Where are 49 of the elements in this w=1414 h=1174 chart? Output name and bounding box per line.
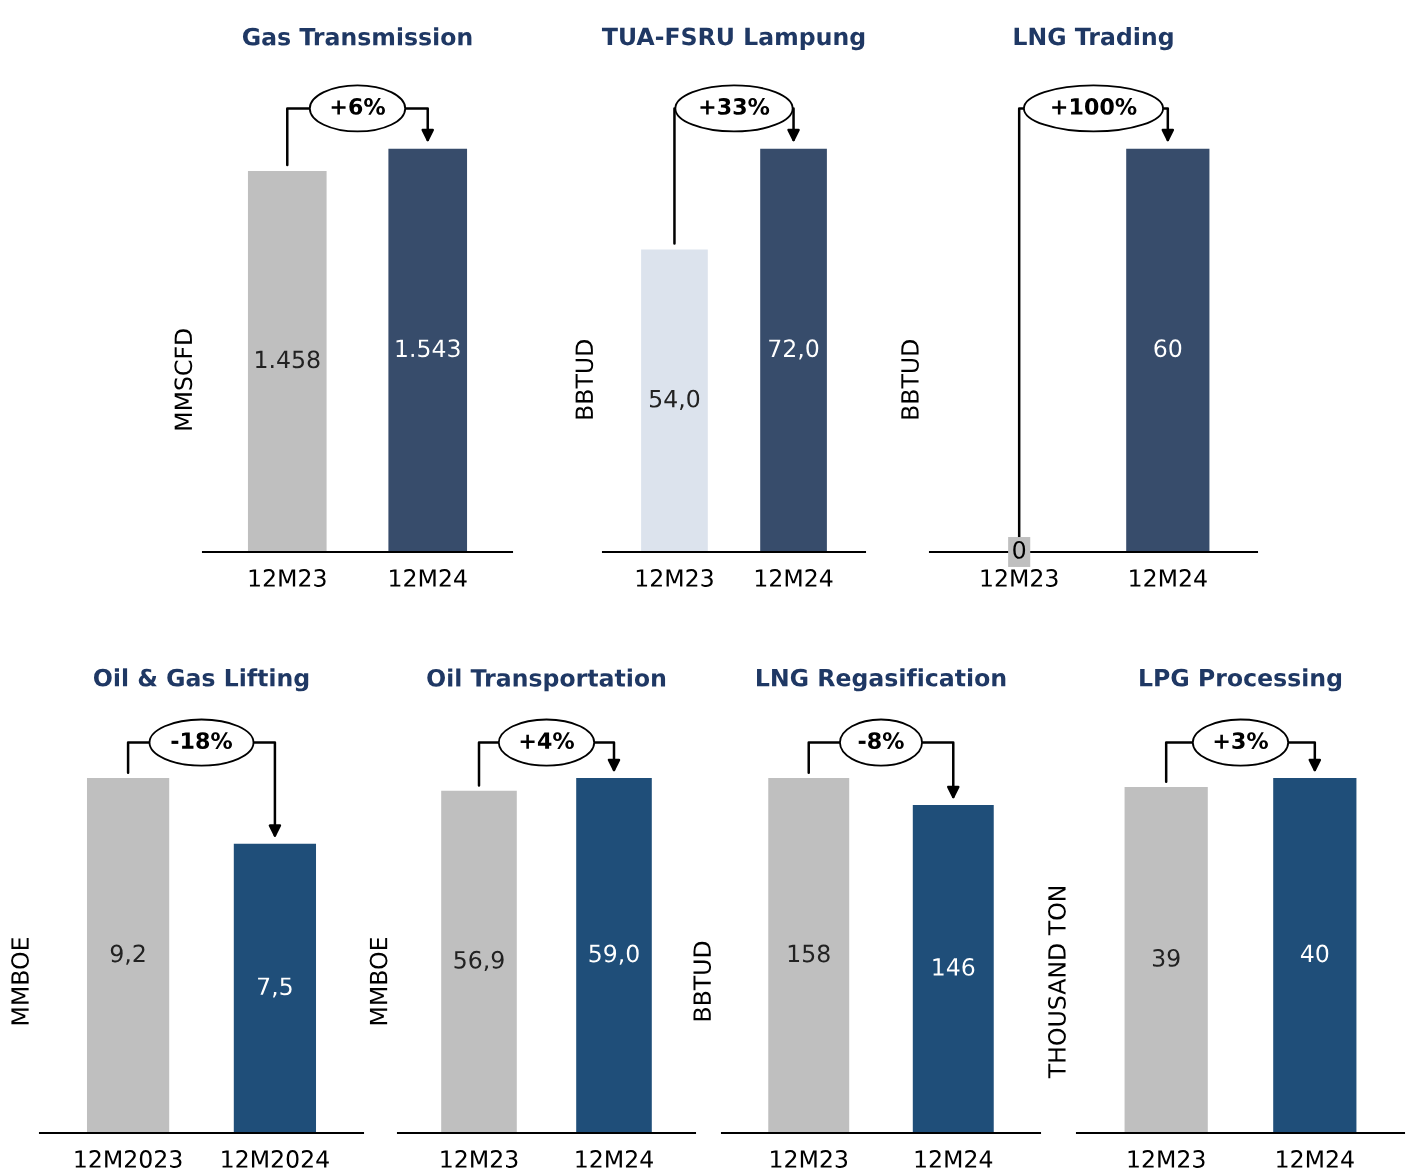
x-tick-label: 12M24 bbox=[1277, 1150, 1354, 1168]
x-tick-label: 12M23 bbox=[981, 569, 1058, 587]
chart-title: Oil Transportation bbox=[427, 668, 666, 692]
x-tick-label: 12M23 bbox=[636, 569, 713, 587]
chart-title: Oil & Gas Lifting bbox=[93, 668, 309, 692]
x-tick-label: 12M24 bbox=[390, 569, 467, 587]
data-label: 60 bbox=[1154, 339, 1182, 358]
text: +4% bbox=[520, 732, 574, 750]
text: -8% bbox=[858, 732, 904, 750]
chart-title: Gas Transmission bbox=[242, 27, 472, 46]
x-tick-label: 12M24 bbox=[915, 1150, 993, 1168]
chart-title: LPG Processing bbox=[1140, 668, 1342, 692]
text: +3% bbox=[1214, 732, 1268, 750]
x-tick-label: 12M2023 bbox=[75, 1150, 182, 1168]
data-label: 59,0 bbox=[589, 944, 639, 965]
x-tick-label: 12M23 bbox=[249, 569, 326, 587]
data-label: 1.458 bbox=[256, 350, 320, 369]
data-label: 72,0 bbox=[769, 339, 819, 360]
data-label: 56,9 bbox=[454, 950, 504, 972]
x-tick-label: 12M23 bbox=[441, 1150, 518, 1168]
y-axis-title: BBTUD bbox=[901, 340, 919, 419]
x-tick-label: 12M24 bbox=[1130, 569, 1207, 587]
x-tick-label: 12M2024 bbox=[222, 1150, 329, 1168]
data-label: 158 bbox=[788, 944, 830, 963]
data-label: 146 bbox=[933, 958, 975, 976]
y-axis-title: BBTUD bbox=[575, 340, 594, 419]
data-label: 39 bbox=[1152, 948, 1180, 967]
text: +6% bbox=[331, 98, 385, 115]
data-label: 7,5 bbox=[258, 977, 292, 998]
data-label: 0 bbox=[1013, 540, 1026, 559]
y-axis-title: MMSCFD bbox=[174, 329, 193, 430]
data-label: 1.543 bbox=[396, 339, 460, 358]
chart-title: LNG Trading bbox=[1014, 27, 1173, 51]
data-label: 9,2 bbox=[110, 944, 145, 965]
chart-title: LNG Regasification bbox=[757, 668, 1006, 692]
data-label: 40 bbox=[1300, 944, 1329, 963]
y-axis-title: THOUSAND TON bbox=[1048, 886, 1066, 1079]
x-tick-label: 12M24 bbox=[576, 1150, 653, 1168]
y-axis-title: MMBOE bbox=[369, 937, 388, 1025]
y-axis-title: BBTUD bbox=[693, 941, 712, 1021]
x-tick-label: 12M24 bbox=[755, 569, 833, 587]
data-label: 54,0 bbox=[649, 389, 700, 411]
text: -18% bbox=[171, 732, 232, 750]
chart-title: TUA-FSRU Lampung bbox=[601, 27, 865, 51]
y-axis-title: MMBOE bbox=[11, 937, 29, 1025]
text: +33% bbox=[700, 98, 770, 115]
x-tick-label: 12M23 bbox=[771, 1150, 848, 1168]
x-tick-label: 12M23 bbox=[1128, 1150, 1205, 1168]
text: +100% bbox=[1052, 98, 1137, 115]
